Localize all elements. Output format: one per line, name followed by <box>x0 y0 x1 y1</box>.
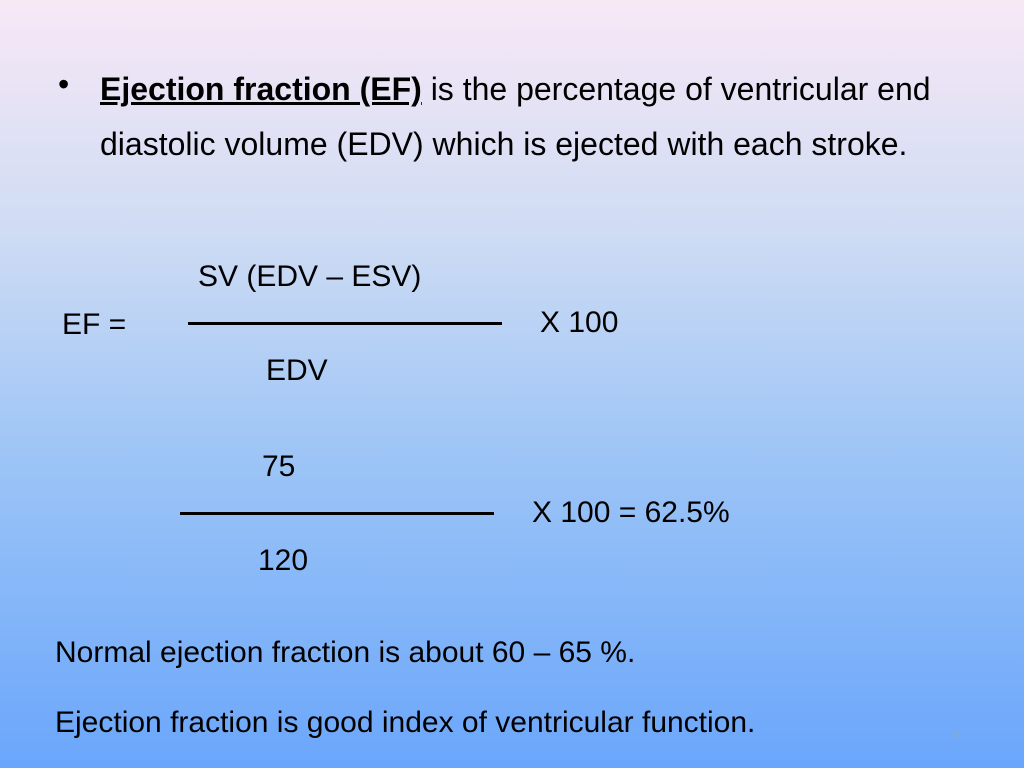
note: Normal ejection fraction is about 60 – 6… <box>55 636 636 669</box>
note: Ejection fraction is good index of ventr… <box>55 706 756 739</box>
fraction-bar <box>180 512 494 515</box>
bullet-marker: • <box>58 66 70 102</box>
numerator: SV (EDV – ESV) <box>198 260 422 293</box>
result: X 100 = 62.5% <box>532 496 730 529</box>
denominator: EDV <box>266 354 328 387</box>
fraction-bar <box>188 322 502 325</box>
bullet-text: Ejection fraction (EF) is the percentage… <box>100 62 960 172</box>
numerator: 75 <box>262 450 296 483</box>
term: Ejection fraction (EF) <box>100 71 422 107</box>
multiplier: X 100 <box>540 306 619 339</box>
lhs: EF = <box>62 308 127 341</box>
denominator: 120 <box>258 544 309 577</box>
page-number: 6 <box>952 726 960 741</box>
definition: is the percentage of ventricular end dia… <box>100 71 931 162</box>
